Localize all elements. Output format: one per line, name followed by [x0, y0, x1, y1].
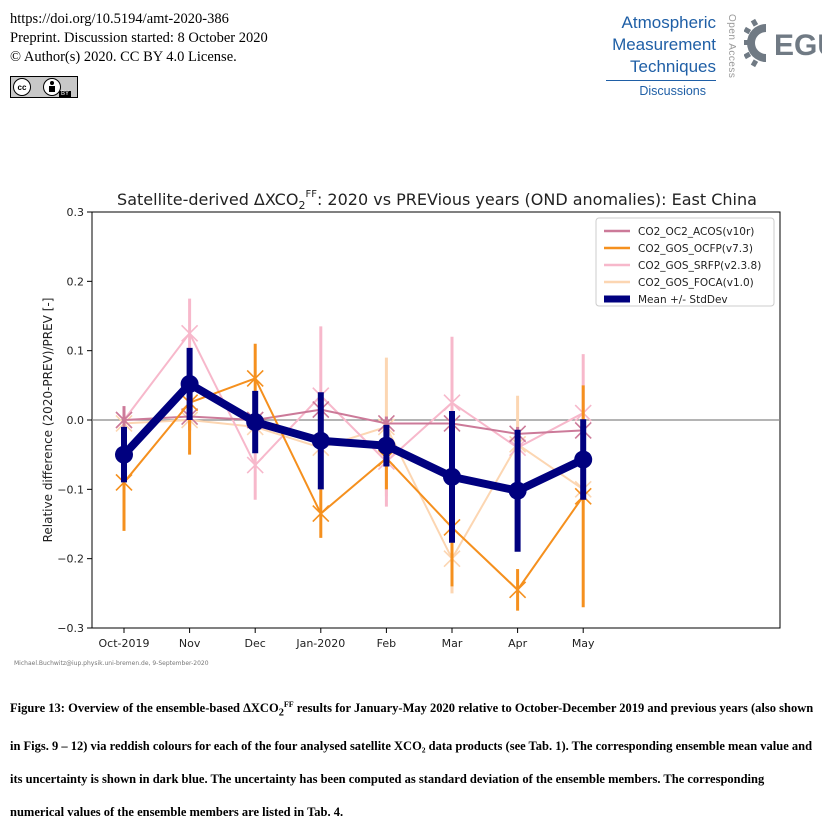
egu-logo-gear	[747, 24, 766, 62]
series-line	[121, 379, 585, 495]
journal-line-2: Measurement	[612, 35, 716, 54]
legend-label: CO2_GOS_SRFP(v2.3.8)	[638, 260, 761, 272]
x-marker	[443, 394, 461, 412]
mean-marker	[246, 413, 265, 432]
license-line: © Author(s) 2020. CC BY 4.0 License.	[10, 49, 237, 65]
legend-label: CO2_OC2_ACOS(v10r)	[638, 226, 754, 238]
mean-marker	[180, 374, 199, 393]
series-line	[123, 408, 584, 435]
y-tick-label: 0.0	[67, 414, 85, 427]
caption-text-1: Figure 13: Overview of the ensemble-base…	[10, 701, 279, 716]
series-line	[123, 377, 585, 591]
x-tick-label: Nov	[179, 637, 201, 650]
y-tick-label: 0.2	[67, 275, 85, 288]
mean-marker	[311, 431, 330, 450]
egu-logo-teeth	[744, 18, 759, 68]
legend-label: CO2_GOS_FOCA(v1.0)	[638, 277, 754, 289]
x-tick-label: Apr	[508, 637, 528, 650]
x-marker	[115, 411, 133, 429]
x-tick-label: Oct-2019	[99, 637, 150, 650]
x-marker	[312, 505, 330, 523]
x-marker	[509, 581, 527, 599]
by-person-icon	[43, 78, 61, 96]
ensemble-chart: Satellite-derived ΔXCO2FF: 2020 vs PREVi…	[14, 189, 781, 667]
chart-title-rest: : 2020 vs PREVious years (OND anomalies)…	[317, 190, 757, 209]
paper-header-meta: https://doi.org/10.5194/amt-2020-386 Pre…	[10, 10, 268, 67]
x-tick-label: Dec	[245, 637, 266, 650]
mean-marker	[508, 481, 527, 500]
x-tick-label: Jan-2020	[295, 637, 345, 650]
figure-caption: Figure 13: Overview of the ensemble-base…	[10, 688, 818, 829]
legend-box	[595, 217, 775, 307]
caption-sup: FF	[283, 700, 294, 709]
cc-icon: cc	[13, 78, 31, 96]
journal-discussions: Discussions	[639, 84, 706, 98]
journal-divider	[606, 80, 716, 81]
chart-title: Satellite-derived ΔXCO2FF: 2020 vs PREVi…	[117, 189, 757, 212]
y-tick-label: 0.3	[67, 206, 85, 219]
mean-marker	[115, 445, 133, 464]
legend-label: Mean +/- StdDev	[638, 294, 728, 306]
x-marker	[377, 414, 395, 433]
egu-logo: EGU	[744, 18, 822, 68]
series-line	[123, 332, 584, 467]
legend-label: CO2_GOS_OCFP(v7.3)	[638, 243, 753, 255]
egu-logo-text: EGU	[774, 29, 822, 62]
by-label: BY	[58, 91, 71, 97]
x-tick-label: Mar	[442, 637, 463, 650]
mean-marker	[377, 436, 396, 455]
y-axis-label: Relative difference (2020-PREV)/PREV [-]	[41, 298, 55, 543]
x-tick-label: May	[572, 637, 595, 650]
series-line	[123, 419, 584, 560]
caption-text-2: results for January-May 2020 relative to…	[10, 701, 814, 819]
doi-link[interactable]: https://doi.org/10.5194/amt-2020-386	[10, 11, 229, 27]
y-tick-label: −0.3	[57, 622, 84, 635]
chart-title-sup: FF	[305, 189, 317, 200]
chart-title-main: Satellite-derived ΔXCO	[117, 190, 298, 209]
preprint-line: Preprint. Discussion started: 8 October …	[10, 30, 268, 46]
open-access-label: Open Access	[726, 14, 737, 79]
caption-sub: 2	[278, 707, 284, 719]
x-marker	[246, 456, 264, 474]
mean-marker	[443, 467, 461, 486]
x-marker	[246, 369, 264, 387]
chart-credit: Michael.Buchwitz@iup.physik.uni-bremen.d…	[14, 660, 209, 667]
chart-title-sub: 2	[298, 199, 305, 212]
journal-title: Atmospheric Measurement Techniques Discu…	[606, 12, 716, 99]
mean-marker	[574, 450, 593, 469]
x-marker	[181, 324, 199, 342]
y-tick-label: 0.1	[67, 345, 85, 358]
cc-by-badge[interactable]: cc BY	[10, 76, 78, 98]
y-tick-label: −0.2	[57, 553, 84, 566]
x-tick-label: Feb	[377, 637, 396, 650]
journal-line-1: Atmospheric	[621, 13, 716, 32]
journal-line-3: Techniques	[629, 57, 716, 76]
y-tick-label: −0.1	[57, 483, 84, 496]
